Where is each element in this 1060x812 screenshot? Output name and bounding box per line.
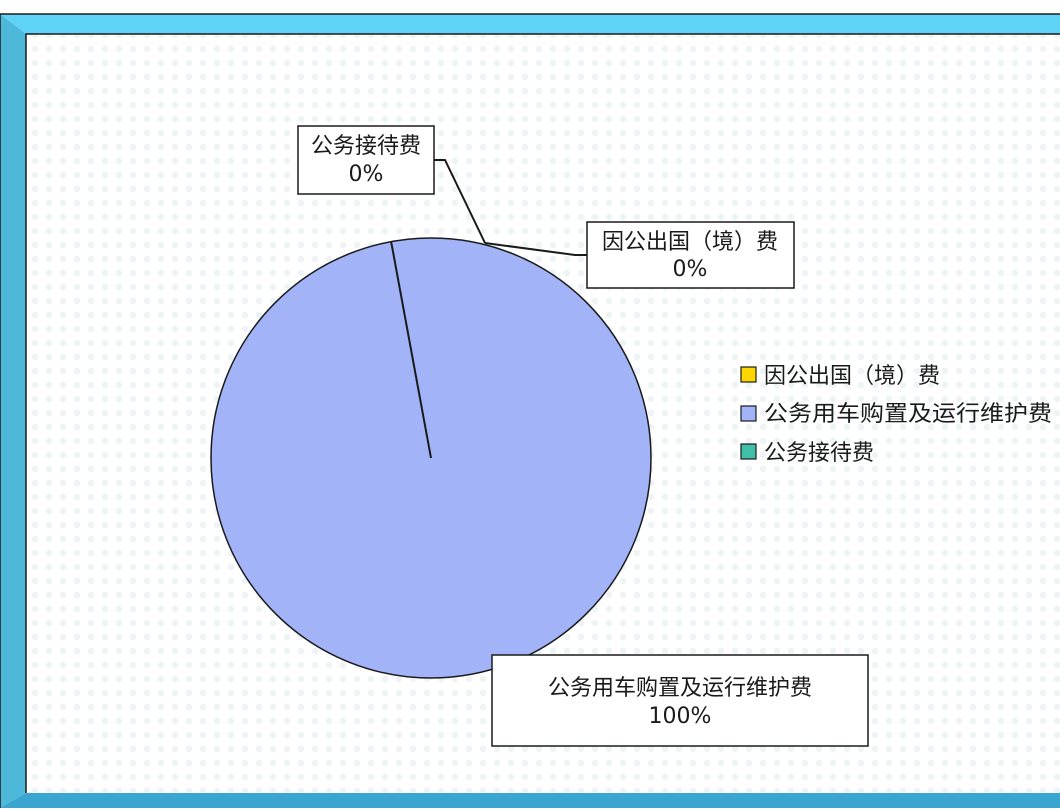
data-label-yingong: 因公出国（境）费 0% <box>586 221 795 289</box>
legend: 因公出国（境）费 公务用车购置及运行维护费 公务接待费 <box>740 364 1052 466</box>
frame-bottom-edge <box>0 793 1060 808</box>
frame-left-edge <box>0 14 26 808</box>
legend-swatch <box>740 405 757 422</box>
legend-label: 因公出国（境）费 <box>764 364 940 389</box>
legend-item: 公务接待费 <box>740 441 874 466</box>
leader-lines <box>433 159 588 256</box>
data-label-percent: 0% <box>673 257 708 282</box>
data-label-box <box>586 221 795 289</box>
pie-slice-edge <box>390 241 432 459</box>
frame-top-edge <box>0 14 1060 34</box>
data-label-category: 公务用车购置及运行维护费 <box>548 676 812 701</box>
data-label-gongwuyongche: 公务用车购置及运行维护费 100% <box>491 654 869 747</box>
legend-label: 公务用车购置及运行维护费 <box>764 402 1052 427</box>
legend-swatch <box>740 366 757 383</box>
data-label-gongwujiedai: 公务接待费 0% <box>297 125 435 195</box>
data-label-percent: 100% <box>649 704 712 729</box>
leader-line-yingong <box>484 242 588 256</box>
data-label-percent: 0% <box>349 162 384 187</box>
plot-area-outline <box>25 33 1060 793</box>
data-label-box <box>297 125 435 195</box>
data-label-category: 公务接待费 <box>311 134 421 159</box>
data-label-box <box>491 654 869 747</box>
leader-line-gongwujiedai <box>433 159 486 244</box>
legend-swatch <box>740 443 757 460</box>
pie-slices <box>210 237 652 679</box>
legend-item: 因公出国（境）费 <box>740 364 940 389</box>
legend-label: 公务接待费 <box>764 441 874 466</box>
frame-outline <box>0 13 1060 808</box>
data-label-category: 因公出国（境）费 <box>602 230 778 255</box>
legend-item: 公务用车购置及运行维护费 <box>740 402 1052 427</box>
